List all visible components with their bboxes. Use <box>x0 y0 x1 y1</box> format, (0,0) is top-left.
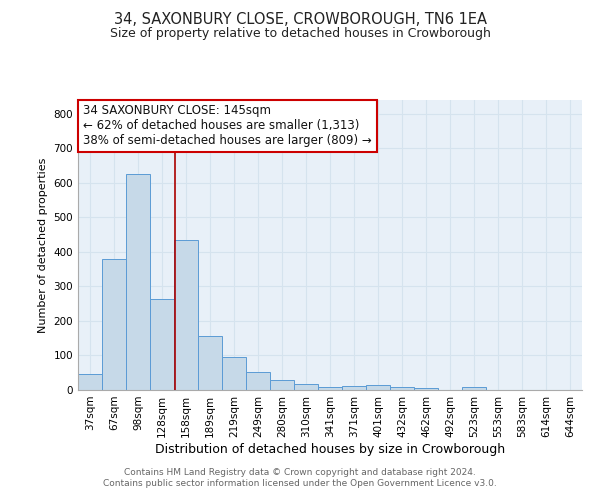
Bar <box>246 372 270 390</box>
Bar <box>366 385 390 390</box>
Bar <box>174 240 198 390</box>
Text: 34, SAXONBURY CLOSE, CROWBOROUGH, TN6 1EA: 34, SAXONBURY CLOSE, CROWBOROUGH, TN6 1E… <box>113 12 487 28</box>
Bar <box>222 357 246 390</box>
Bar <box>102 259 126 390</box>
Bar <box>342 386 366 390</box>
Bar <box>318 386 342 390</box>
X-axis label: Distribution of detached houses by size in Crowborough: Distribution of detached houses by size … <box>155 442 505 456</box>
Bar <box>390 387 414 390</box>
Bar <box>270 380 294 390</box>
Text: Contains HM Land Registry data © Crown copyright and database right 2024.
Contai: Contains HM Land Registry data © Crown c… <box>103 468 497 487</box>
Bar <box>150 298 174 390</box>
Bar <box>126 174 150 390</box>
Bar <box>78 374 102 390</box>
Bar <box>294 384 318 390</box>
Y-axis label: Number of detached properties: Number of detached properties <box>38 158 48 332</box>
Text: 34 SAXONBURY CLOSE: 145sqm
← 62% of detached houses are smaller (1,313)
38% of s: 34 SAXONBURY CLOSE: 145sqm ← 62% of deta… <box>83 104 372 148</box>
Bar <box>462 387 486 390</box>
Bar <box>414 388 438 390</box>
Bar <box>198 336 222 390</box>
Text: Size of property relative to detached houses in Crowborough: Size of property relative to detached ho… <box>110 28 490 40</box>
